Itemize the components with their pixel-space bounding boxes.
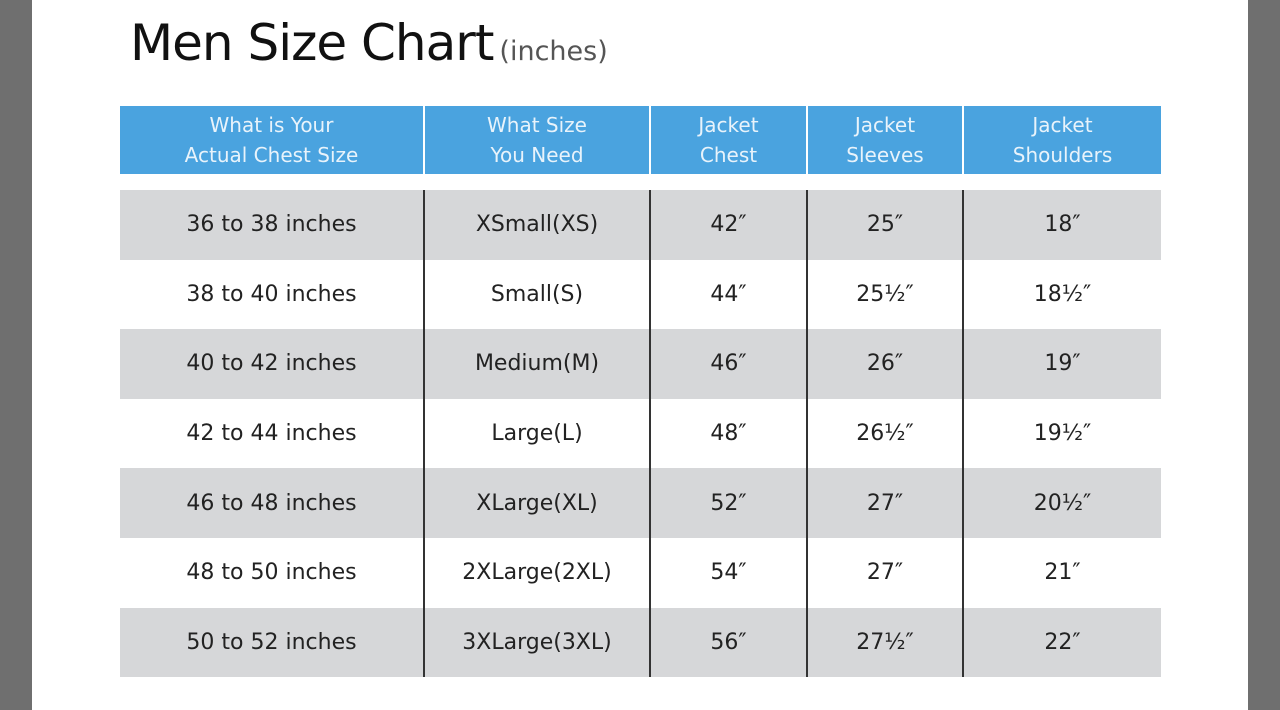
cell-chest-size: 38 to 40 inches [120,259,425,330]
cell-chest-size: 50 to 52 inches [120,607,425,678]
table-row: 38 to 40 inches Small(S) 44″ 25½″ 18½″ [120,259,1161,330]
size-table: What is Your Actual Chest Size What Size… [120,106,1161,678]
table-row: 36 to 38 inches XSmall(XS) 42″ 25″ 18″ [120,190,1161,260]
cell-jacket-sleeves: 25″ [808,190,964,260]
cell-jacket-shoulders: 21″ [1044,560,1081,586]
cell-jacket-chest: 54″ [651,537,808,608]
table-row: 46 to 48 inches XLarge(XL) 52″ 27″ 20½″ [120,468,1161,538]
cell-chest-size: 42 to 44 inches [120,398,425,469]
cell-jacket-sleeves: 27″ [808,537,964,608]
cell-size-needed: Medium(M) [425,329,651,399]
cell-jacket-chest: 42″ [651,190,808,260]
cell-chest-size: 40 to 42 inches [120,329,425,399]
cell-chest-size: 48 to 50 inches [120,537,425,608]
table-body: 36 to 38 inches XSmall(XS) 42″ 25″ 18″ 38 to … [120,190,1161,678]
cell-jacket-chest: 56″ [651,607,808,678]
cell-chest-size: 36 to 38 inches [120,190,425,260]
cell-size-needed: XLarge(XL) [425,468,651,538]
cell-size-needed: XSmall(XS) [425,190,651,260]
cell-jacket-chest: 48″ [651,398,808,469]
cell-jacket-sleeves: 25½″ [808,259,964,330]
table-row: 42 to 44 inches Large(L) 48″ 26½″ 19½″ [120,398,1161,469]
cell-size-needed: Small(S) [425,259,651,330]
cell-jacket-shoulders: 20½″ [1033,490,1092,516]
table-row: 48 to 50 inches 2XLarge(2XL) 54″ 27″ 21″ [120,537,1161,608]
cell-size-needed: 3XLarge(3XL) [425,607,651,678]
cell-jacket-sleeves: 27″ [808,468,964,538]
lightbox-image-panel: Men Size Chart (inches) What is Your Actu… [32,0,1248,710]
cell-jacket-sleeves: 26″ [808,329,964,399]
cell-jacket-shoulders: 18½″ [1033,281,1092,307]
header-jacket-shoulders: Jacket Shoulders [1012,113,1113,167]
cell-jacket-chest: 44″ [651,259,808,330]
header-size-needed: What Size You Need [425,106,651,174]
header-chest-size: What is Your Actual Chest Size [120,106,425,174]
cell-jacket-shoulders: 19½″ [1033,421,1092,447]
cell-jacket-chest: 46″ [651,329,808,399]
header-jacket-chest: Jacket Chest [651,106,808,174]
cell-jacket-shoulders: 19″ [1044,351,1081,377]
cell-chest-size: 46 to 48 inches [120,468,425,538]
cell-jacket-sleeves: 27½″ [808,607,964,678]
cell-jacket-sleeves: 26½″ [808,398,964,469]
table-row: 50 to 52 inches 3XLarge(3XL) 56″ 27½″ 22″ [120,607,1161,678]
cell-jacket-chest: 52″ [651,468,808,538]
cell-size-needed: 2XLarge(2XL) [425,537,651,608]
chart-title: Men Size Chart (inches) [130,14,608,72]
cell-size-needed: Large(L) [425,398,651,469]
table-header: What is Your Actual Chest Size What Size… [120,106,1161,174]
table-row: 40 to 42 inches Medium(M) 46″ 26″ 19″ [120,329,1161,399]
cell-jacket-shoulders: 22″ [1044,629,1081,655]
header-jacket-sleeves: Jacket Sleeves [808,106,964,174]
title-text: Men Size Chart [130,14,494,72]
cell-jacket-shoulders: 18″ [1044,212,1081,238]
title-unit: (inches) [499,36,608,67]
